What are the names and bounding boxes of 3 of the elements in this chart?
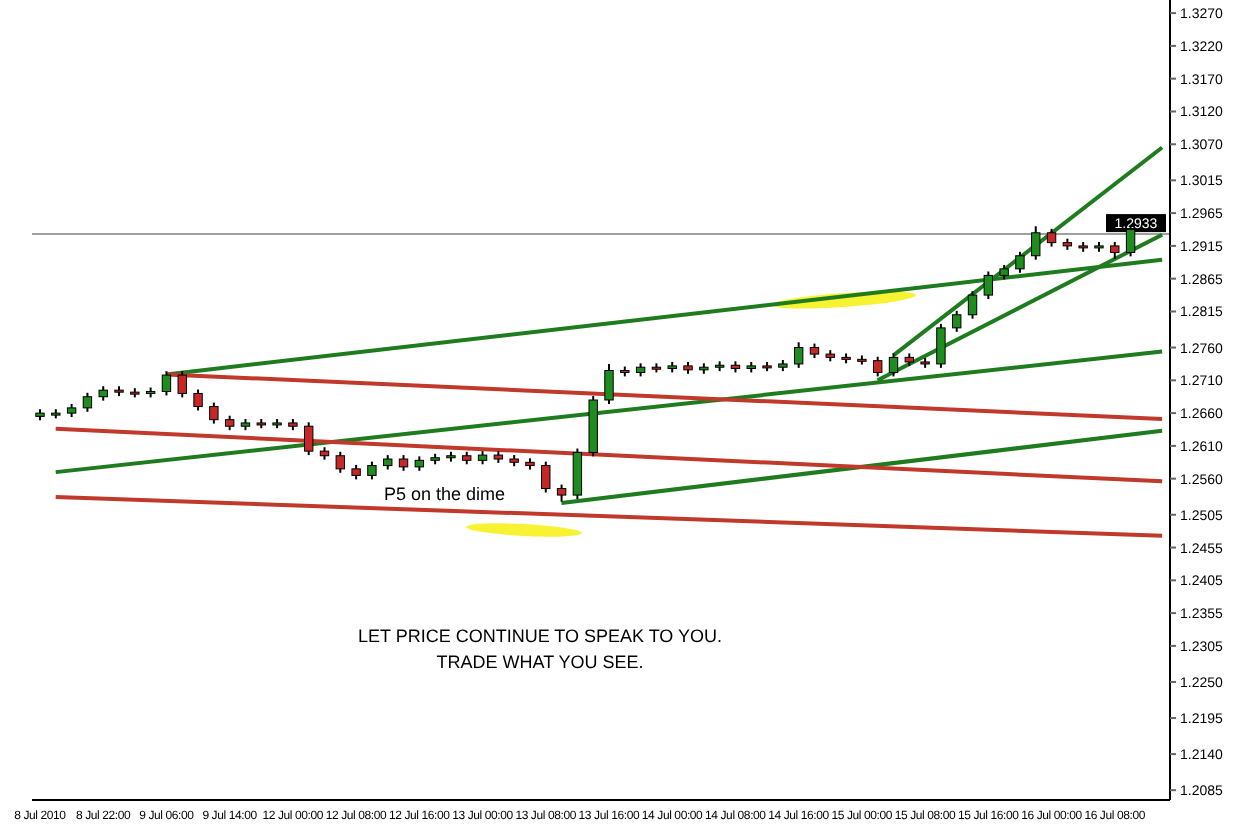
annotation: TRADE WHAT YOU SEE. (436, 652, 644, 672)
annotation: LET PRICE CONTINUE TO SPEAK TO YOU. (357, 626, 723, 646)
annotation: P5 on the dime (384, 484, 506, 504)
